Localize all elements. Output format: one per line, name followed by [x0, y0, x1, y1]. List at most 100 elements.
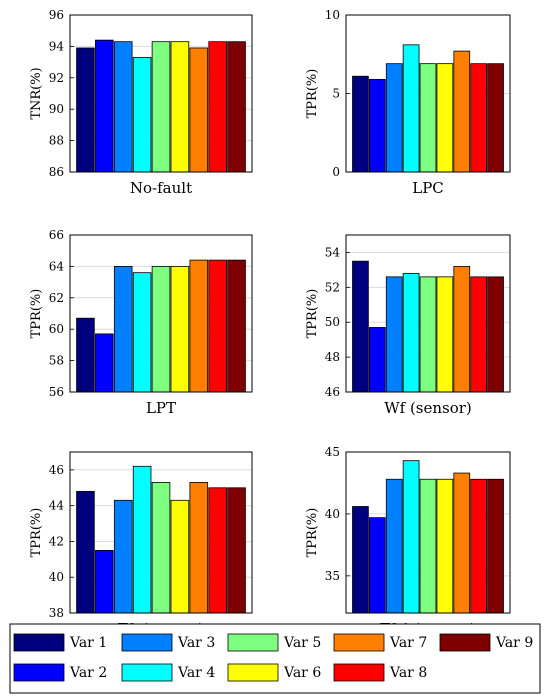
- y-tick-label: 56: [49, 385, 64, 399]
- x-axis-label: LPT: [146, 399, 176, 417]
- legend-entry-var-4: Var 4: [121, 663, 215, 682]
- bar-var-5: [151, 482, 171, 614]
- bar-var-7: [189, 482, 209, 614]
- bar-var-6: [436, 276, 454, 393]
- bar-var-2: [368, 517, 386, 614]
- y-axis-label: TPR(%): [29, 289, 44, 339]
- y-tick-label: 46: [49, 463, 64, 477]
- bar-var-6: [170, 265, 190, 393]
- bar-var-4: [402, 272, 420, 393]
- bar-var-6: [170, 499, 190, 614]
- legend-swatch: [227, 663, 279, 682]
- bar-var-7: [189, 259, 209, 393]
- y-tick-label: 96: [49, 8, 64, 22]
- bar-var-1: [352, 75, 369, 173]
- bar-var-8: [470, 276, 488, 393]
- y-tick-label: 90: [49, 102, 64, 116]
- bar-var-4: [132, 465, 152, 614]
- bar-var-7: [453, 265, 471, 393]
- axes-frame: [345, 451, 511, 614]
- bar-var-3: [385, 478, 403, 614]
- y-tick-label: 62: [49, 291, 64, 305]
- legend-entry-var-7: Var 7: [333, 633, 427, 652]
- legend-entry-var-5: Var 5: [227, 633, 321, 652]
- axes-frame: [345, 234, 511, 393]
- y-tick-label: 54: [325, 245, 341, 259]
- y-tick-label: 40: [325, 507, 340, 521]
- bar-var-4: [132, 56, 152, 173]
- chart-panel-3: 56 58 60 62 64 66 TPR(%) LPT: [29, 228, 253, 417]
- y-tick-label: 44: [49, 499, 65, 513]
- bar-var-3: [385, 276, 403, 393]
- charts-group: 86 88 90 92 94 96 TNR(%) No-fault 0 5 10 TPR(%) LPC 5…: [29, 8, 511, 638]
- bar-var-8: [208, 487, 227, 614]
- bar-var-7: [453, 50, 471, 173]
- bar-var-7: [189, 47, 209, 173]
- bar-var-8: [208, 259, 227, 393]
- bar-var-9: [227, 487, 246, 614]
- legend-entry-var-6: Var 6: [227, 663, 321, 682]
- y-tick-label: 48: [325, 350, 340, 364]
- y-axis-label: TPR(%): [29, 508, 44, 558]
- bar-var-1: [76, 47, 95, 173]
- y-tick-label: 40: [49, 570, 64, 584]
- y-tick-label: 45: [325, 445, 340, 459]
- y-tick-label: 86: [49, 165, 64, 179]
- bar-var-8: [470, 63, 488, 173]
- bar-var-5: [419, 276, 437, 393]
- bar-var-9: [487, 276, 504, 393]
- legend-swatch: [333, 663, 385, 682]
- y-tick-label: 92: [49, 71, 64, 85]
- bar-var-3: [113, 265, 133, 393]
- bar-var-2: [368, 327, 386, 393]
- y-tick-label: 35: [325, 569, 340, 583]
- legend-swatch: [121, 633, 173, 652]
- y-tick-label: 64: [49, 259, 65, 273]
- legend: Var 1 Var 3 Var 5 Var 7 Var 9 Var 2 Var 4 Var 6…: [9, 623, 541, 694]
- legend-entry-var-9: Var 9: [439, 633, 533, 652]
- bar-var-2: [95, 39, 114, 173]
- y-tick-label: 10: [325, 8, 340, 22]
- bar-var-9: [227, 41, 246, 173]
- axes-frame: [69, 234, 253, 393]
- bar-var-5: [151, 41, 171, 173]
- y-tick-label: 52: [325, 280, 340, 294]
- bar-var-9: [487, 478, 504, 614]
- bar-var-5: [419, 63, 437, 173]
- legend-label: Var 6: [283, 665, 321, 681]
- bar-var-2: [95, 333, 114, 393]
- y-tick-label: 88: [49, 134, 64, 148]
- y-tick-label: 50: [325, 315, 340, 329]
- legend-swatch: [439, 633, 491, 652]
- y-tick-label: 60: [49, 322, 64, 336]
- legend-entry-var-8: Var 8: [333, 663, 427, 682]
- bar-var-5: [151, 265, 171, 393]
- bar-var-6: [170, 41, 190, 173]
- chart-panel-1: 86 88 90 92 94 96 TNR(%) No-fault: [29, 8, 253, 197]
- legend-label: Var 2: [69, 665, 107, 681]
- bar-var-8: [470, 478, 488, 614]
- bar-var-9: [487, 63, 504, 173]
- bar-var-7: [453, 472, 471, 614]
- y-tick-label: 38: [49, 606, 64, 620]
- bar-var-3: [113, 499, 133, 614]
- legend-swatch: [121, 663, 173, 682]
- x-axis-label: Wf (sensor): [384, 399, 472, 417]
- legend-label: Var 1: [69, 635, 107, 651]
- bar-var-2: [95, 549, 114, 614]
- bar-var-4: [402, 44, 420, 173]
- legend-label: Var 3: [177, 635, 215, 651]
- bar-var-3: [113, 41, 133, 173]
- bar-var-4: [402, 460, 420, 614]
- legend-label: Var 8: [389, 665, 427, 681]
- legend-entry-var-3: Var 3: [121, 633, 215, 652]
- axes-frame: [345, 14, 511, 173]
- y-tick-label: 94: [49, 39, 65, 53]
- y-axis-label: TPR(%): [305, 508, 320, 558]
- axes-frame: [69, 14, 253, 173]
- legend-swatch: [333, 633, 385, 652]
- legend-swatch: [227, 633, 279, 652]
- legend-label: Var 9: [495, 635, 533, 651]
- legend-swatch: [13, 633, 65, 652]
